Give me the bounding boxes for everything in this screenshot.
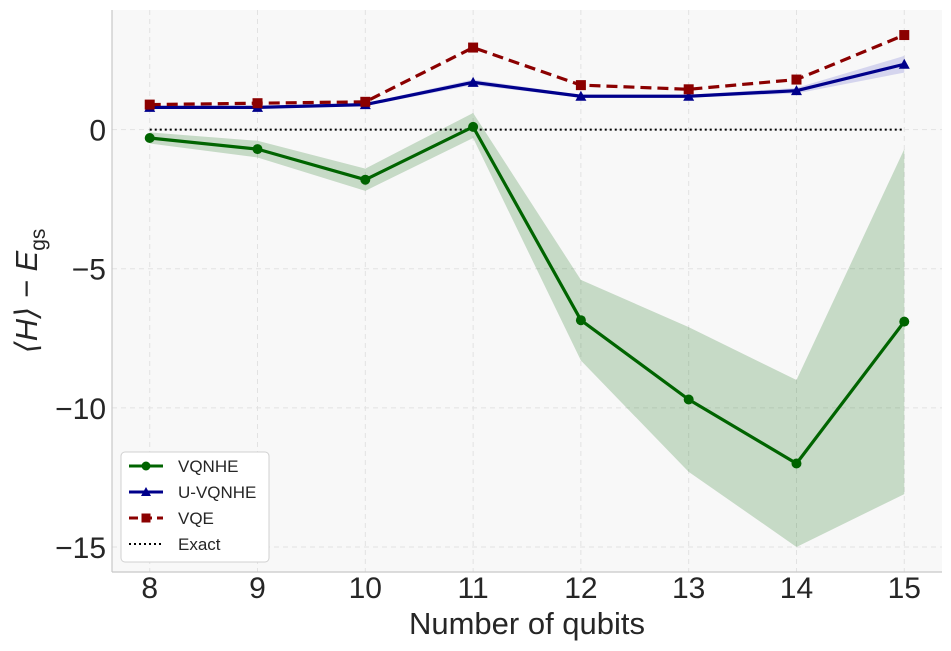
marker-vqnhe-8: [144, 132, 155, 143]
marker-vqe-10: [360, 96, 371, 107]
line-vqnhe: [149, 125, 906, 466]
y-tick-labels: 0 −5 −10 −15: [55, 115, 106, 565]
legend-box: [120, 451, 270, 563]
marker-vqe-12: [575, 80, 586, 91]
marker-vqe-14: [791, 74, 802, 85]
marker-vqe-15: [899, 30, 910, 41]
legend-vqe-label: VQE: [178, 509, 214, 528]
legend: VQNHE U-VQNHE VQE Exact: [120, 451, 270, 563]
marker-u-vqnhe-13: [683, 90, 695, 101]
y-axis-label-main: ⟨H⟩ − E: [9, 250, 44, 353]
marker-vqnhe-11: [468, 121, 479, 132]
x-tick-label-8: 8: [141, 572, 158, 605]
marker-u-vqnhe-12: [575, 90, 587, 101]
x-tick-label-10: 10: [349, 572, 382, 605]
marker-vqnhe-15: [899, 316, 910, 327]
series-markers: [144, 30, 910, 469]
series-lines: [149, 33, 906, 466]
x-tick-label-14: 14: [780, 572, 813, 605]
marker-vqe-13: [683, 84, 694, 95]
y-tick-label-neg15: −15: [55, 532, 106, 565]
marker-u-vqnhe-14: [790, 85, 802, 96]
legend-uvqnhe-marker: [141, 487, 151, 496]
legend-vqe-marker: [141, 513, 151, 523]
legend-uvqnhe-label: U-VQNHE: [178, 483, 256, 502]
legend-vqnhe-marker: [141, 461, 151, 471]
x-tick-labels: 8 9 10 11 12 13 14 15: [141, 572, 921, 605]
x-tick-label-11: 11: [458, 572, 489, 605]
y-tick-label-neg5: −5: [72, 254, 106, 287]
x-axis-label: Number of qubits: [409, 606, 645, 641]
legend-vqnhe-label: VQNHE: [178, 457, 238, 476]
x-tick-label-9: 9: [249, 572, 266, 605]
band-vqnhe: [149, 112, 905, 547]
y-tick-label-neg10: −10: [55, 393, 106, 426]
x-tick-label-15: 15: [888, 572, 921, 605]
legend-exact-label: Exact: [178, 535, 221, 554]
line-u-vqnhe: [149, 62, 905, 109]
x-tick-label-13: 13: [672, 572, 705, 605]
marker-vqnhe-14: [791, 458, 802, 469]
marker-vqnhe-10: [360, 174, 371, 185]
marker-vqnhe-9: [252, 144, 263, 155]
marker-u-vqnhe-15: [898, 58, 910, 69]
marker-vqnhe-12: [575, 315, 586, 326]
y-axis-label-subscript: gs: [27, 229, 50, 251]
marker-vqe-8: [144, 99, 155, 110]
marker-vqe-9: [252, 98, 263, 109]
marker-vqe-11: [468, 42, 479, 53]
x-tick-label-12: 12: [564, 572, 597, 605]
y-tick-label-0: 0: [89, 115, 106, 148]
y-axis-label: ⟨H⟩ − Egs: [9, 229, 50, 354]
marker-vqnhe-13: [683, 394, 694, 405]
line-vqe: [149, 33, 905, 107]
marker-u-vqnhe-11: [467, 76, 479, 87]
